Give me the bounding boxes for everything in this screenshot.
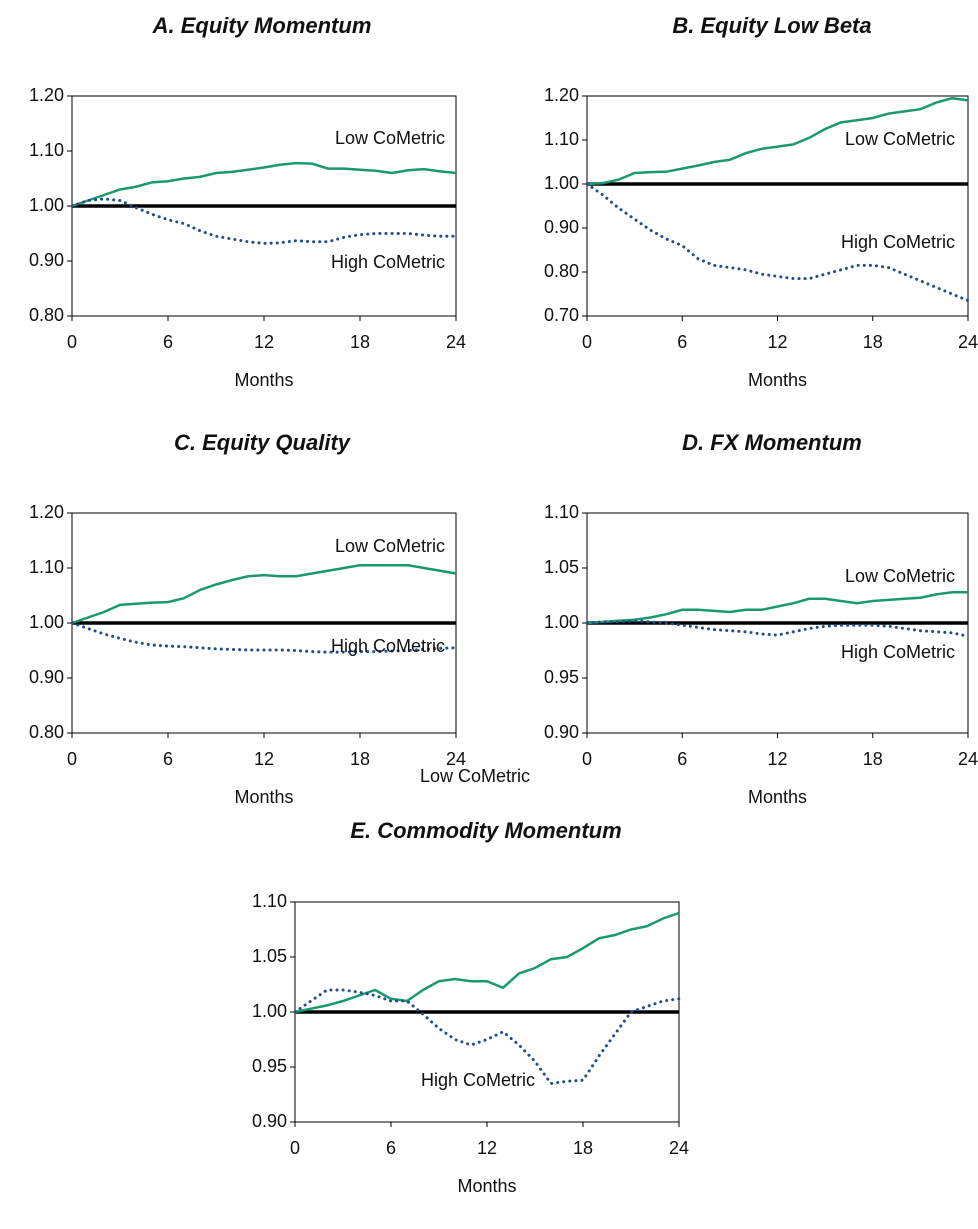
y-tick-label: 1.10 [29,140,64,160]
y-tick-label: 0.95 [252,1056,287,1076]
x-tick-label: 24 [669,1138,689,1158]
series-line [585,182,970,303]
y-tick-label: 1.10 [29,557,64,577]
y-tick-label: 1.00 [29,195,64,215]
chart-title: B. Equity Low Beta [672,13,871,38]
series-label: Low CoMetric [420,766,530,786]
x-axis-label: Months [234,370,293,390]
x-tick-label: 12 [767,332,787,352]
y-tick-label: 1.00 [544,612,579,632]
y-tick-label: 1.05 [544,557,579,577]
x-tick-label: 0 [582,332,592,352]
series-label: High CoMetric [841,232,955,252]
x-tick-label: 12 [767,749,787,769]
x-tick-label: 6 [386,1138,396,1158]
x-tick-label: 0 [67,332,77,352]
y-tick-label: 0.80 [544,261,579,281]
series-line [586,96,969,186]
y-tick-label: 0.90 [29,250,64,270]
y-tick-label: 1.10 [252,891,287,911]
x-tick-label: 6 [677,332,687,352]
x-tick-label: 12 [477,1138,497,1158]
x-tick-label: 6 [163,332,173,352]
x-tick-label: 24 [958,749,978,769]
series-label: Low CoMetric [335,128,445,148]
x-axis-label: Months [748,370,807,390]
series-label: Low CoMetric [845,566,955,586]
y-tick-label: 0.90 [252,1111,287,1131]
x-tick-label: 6 [163,749,173,769]
y-tick-label: 0.90 [544,722,579,742]
y-tick-label: 0.90 [29,667,64,687]
series-line [294,911,680,1014]
y-tick-label: 0.70 [544,305,579,325]
x-tick-label: 24 [958,332,978,352]
y-tick-label: 1.10 [544,129,579,149]
x-tick-label: 24 [446,332,466,352]
x-tick-label: 18 [350,332,370,352]
plot-frame [586,95,969,317]
chart-title: D. FX Momentum [682,430,862,455]
y-tick-label: 1.20 [29,85,64,105]
x-tick-label: 18 [350,749,370,769]
series-line [586,590,968,625]
series-label: Low CoMetric [845,129,955,149]
chart-title: E. Commodity Momentum [350,818,621,843]
y-tick-label: 0.95 [544,667,579,687]
y-tick-label: 0.90 [544,217,579,237]
series-line [71,564,457,625]
y-tick-label: 1.20 [544,85,579,105]
series-label: High CoMetric [841,642,955,662]
y-tick-label: 1.00 [252,1001,287,1021]
y-tick-label: 0.80 [29,305,64,325]
x-tick-label: 0 [67,749,77,769]
x-tick-label: 18 [863,749,883,769]
y-tick-label: 1.10 [544,502,579,522]
x-tick-label: 18 [573,1138,593,1158]
y-tick-label: 1.00 [544,173,579,193]
y-tick-label: 1.20 [29,502,64,522]
series-label: High CoMetric [331,636,445,656]
series-label: High CoMetric [421,1070,535,1090]
x-tick-label: 18 [863,332,883,352]
y-tick-label: 1.05 [252,946,287,966]
y-tick-label: 0.80 [29,722,64,742]
x-tick-label: 6 [677,749,687,769]
series-line [70,197,458,245]
x-tick-label: 24 [446,749,466,769]
x-axis-label: Months [748,787,807,807]
x-axis-label: Months [457,1176,516,1196]
x-tick-label: 12 [254,332,274,352]
series-label: Low CoMetric [335,536,445,556]
chart-title: C. Equity Quality [174,430,352,455]
x-tick-label: 12 [254,749,274,769]
x-tick-label: 0 [582,749,592,769]
x-axis-label: Months [234,787,293,807]
chart-title: A. Equity Momentum [152,13,372,38]
y-tick-label: 1.00 [29,612,64,632]
series-line [70,621,458,654]
x-tick-label: 0 [290,1138,300,1158]
series-label: High CoMetric [331,252,445,272]
series-line [71,161,457,208]
